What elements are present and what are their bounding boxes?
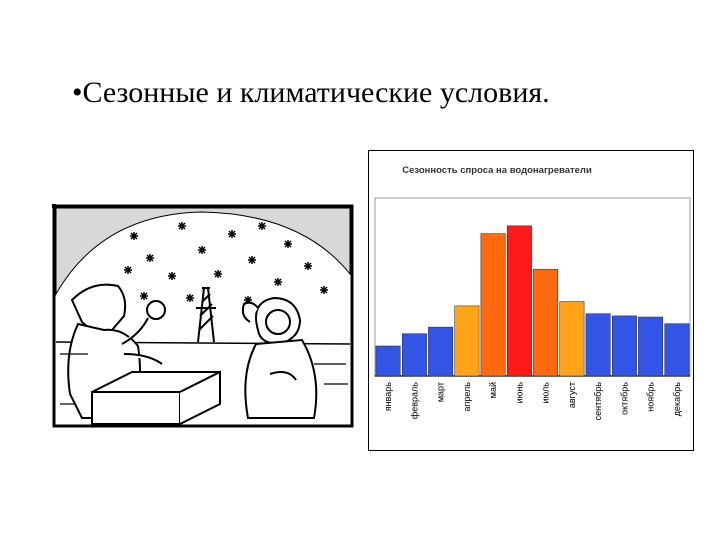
x-tick-label: ноябрь bbox=[646, 382, 656, 412]
x-tick-label: январь bbox=[383, 382, 393, 412]
bar-10 bbox=[611, 315, 637, 377]
bar-chart: Сезонность спроса на водонагреватели янв… bbox=[374, 165, 691, 421]
slide-title: •Сезонные и климатические условия. bbox=[72, 76, 550, 109]
chart-frame: Сезонность спроса на водонагреватели янв… bbox=[368, 150, 694, 451]
x-tick-label: май bbox=[488, 382, 498, 398]
bar-6 bbox=[506, 225, 532, 377]
x-tick-label: август bbox=[567, 382, 577, 408]
bar-9 bbox=[585, 313, 611, 377]
bar-7 bbox=[533, 268, 559, 377]
bar-1 bbox=[375, 345, 401, 377]
winter-cartoon-icon bbox=[52, 204, 354, 428]
bar-3 bbox=[428, 326, 454, 377]
x-tick-label: март bbox=[436, 382, 446, 402]
x-tick-label: октябрь bbox=[619, 382, 629, 415]
bar-11 bbox=[638, 316, 664, 377]
bar-8 bbox=[559, 301, 585, 377]
x-tick-label: сентябрь bbox=[593, 382, 603, 421]
chart-title: Сезонность спроса на водонагреватели bbox=[402, 165, 592, 176]
bar-12 bbox=[664, 323, 690, 377]
bar-2 bbox=[401, 333, 427, 377]
bar-5 bbox=[480, 233, 506, 377]
bar-4 bbox=[454, 305, 480, 377]
x-tick-label: апрель bbox=[462, 382, 472, 412]
x-tick-label: июнь bbox=[514, 382, 524, 404]
x-tick-label: июль bbox=[541, 382, 551, 404]
x-tick-label: декабрь bbox=[672, 382, 682, 417]
x-tick-label: февраль bbox=[409, 382, 419, 419]
